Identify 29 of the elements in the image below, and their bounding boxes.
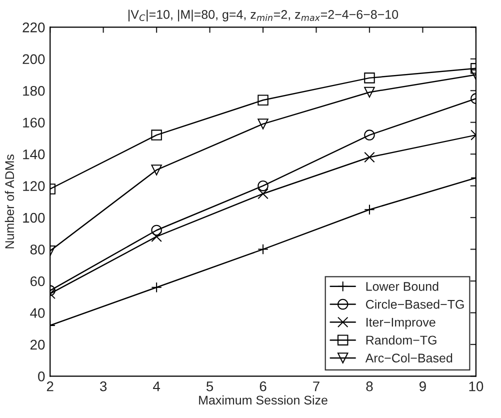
x-tick-label: 10 <box>469 381 484 392</box>
y-tick-label: 160 <box>23 118 45 128</box>
x-tick-label: 6 <box>260 381 266 392</box>
legend-label: Circle−Based−TG <box>366 300 464 309</box>
x-tick-label: 2 <box>46 381 54 392</box>
legend-label: Random−TG <box>366 335 436 345</box>
y-tick-label: 80 <box>30 244 45 254</box>
x-axis-title: Maximum Session Size <box>199 395 328 405</box>
y-tick-label: 180 <box>23 86 45 96</box>
legend-label: Iter−Improve <box>366 318 436 330</box>
y-tick-label: 140 <box>23 149 45 160</box>
y-tick-label: 20 <box>30 340 45 350</box>
y-tick-label: 100 <box>23 212 45 223</box>
x-tick-label: 3 <box>100 381 107 392</box>
x-tick-label: 8 <box>366 381 373 392</box>
x-tick-label: 5 <box>206 382 214 392</box>
x-tick-label: 9 <box>420 381 426 392</box>
x-tick-label: 7 <box>313 382 320 392</box>
y-tick-label: 220 <box>22 22 45 32</box>
chart-title: |V$_{C}$|=10, |M|=80, g=4, z$_{min}$=2, z$_{max}$=2−4−6−8−10 <box>128 10 398 22</box>
x-tick-label: 4 <box>153 382 160 392</box>
legend-label: Arc−Col−Based <box>365 353 452 362</box>
y-tick-label: 40 <box>30 308 45 318</box>
y-tick-label: 0 <box>38 372 45 382</box>
legend-label: Lower Bound <box>366 282 438 291</box>
y-tick-label: 60 <box>30 276 45 286</box>
y-tick-label: 200 <box>22 54 45 64</box>
y-axis-title: Number of ADMs <box>4 154 14 248</box>
y-tick-label: 120 <box>23 181 45 191</box>
